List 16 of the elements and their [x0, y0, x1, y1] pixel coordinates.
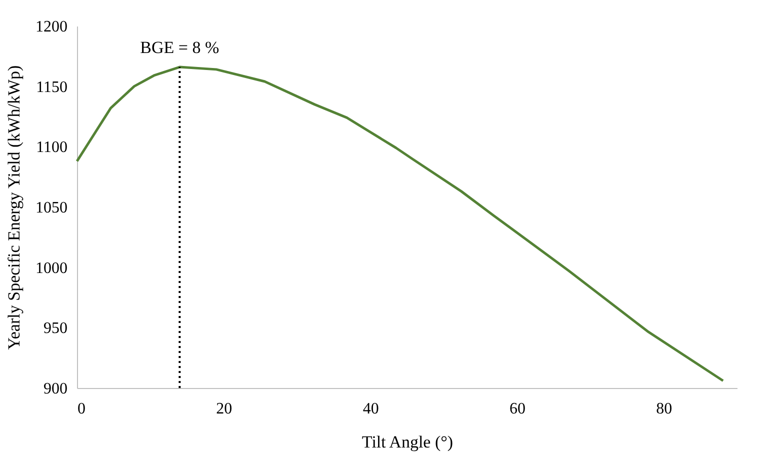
- y-tick-label: 1200: [36, 18, 68, 36]
- line-series: [76, 66, 724, 382]
- x-tick-label: 40: [362, 400, 379, 418]
- y-axis-title: Yearly Specific Energy Yield (kWh/kWp): [4, 65, 24, 350]
- y-tick-label: 1000: [36, 260, 68, 277]
- x-tick-label: 80: [656, 400, 672, 418]
- y-tick-label: 950: [44, 320, 68, 338]
- y-tick-label: 1050: [36, 200, 68, 216]
- y-tick-label: 900: [44, 380, 68, 398]
- y-tick-label: 1100: [36, 139, 68, 156]
- x-axis-title: Tilt Angle (°): [362, 432, 454, 452]
- y-tick-label: 1150: [36, 78, 68, 96]
- annotation: BGE = 8 %: [140, 38, 220, 58]
- x-tick-label: 60: [510, 400, 526, 418]
- x-tick-label: 20: [216, 400, 232, 418]
- x-tick-label: 0: [78, 400, 86, 418]
